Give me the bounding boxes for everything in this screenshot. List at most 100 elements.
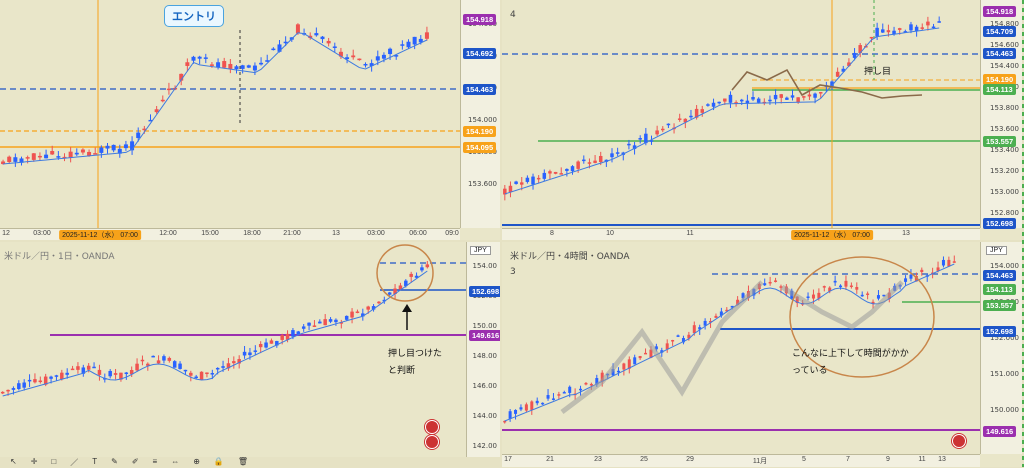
candle-body — [557, 394, 561, 396]
candle-body — [941, 259, 945, 266]
candle-body — [43, 376, 48, 385]
measure-icon[interactable]: ⇔ — [171, 457, 180, 466]
time-tick: 8 — [550, 230, 554, 237]
time-axis-top-right[interactable]: 8 10 11 2025-11-12（水） 07:00 13 — [502, 228, 980, 240]
candle-body — [524, 404, 528, 411]
candle-body — [412, 36, 417, 45]
trash-icon[interactable]: 🗑 — [237, 457, 249, 466]
candle-body — [779, 94, 783, 98]
currency-selector[interactable]: JPY — [986, 246, 1007, 255]
candle-body — [400, 44, 405, 46]
cursor-icon[interactable]: ↖ — [10, 457, 17, 466]
price-tag: 152.698 — [469, 286, 500, 297]
price-tick: 142.00 — [472, 442, 498, 450]
time-axis-bottom-right[interactable]: 17 21 23 25 29 11月 5 7 9 11 13 — [502, 454, 980, 467]
candle-body — [339, 322, 344, 324]
price-tag: 154.113 — [983, 84, 1016, 95]
price-tag: 154.190 — [463, 126, 497, 137]
text-icon[interactable]: T — [92, 457, 98, 466]
candle-body — [31, 153, 36, 160]
candle-body — [87, 151, 92, 156]
price-axis-top-left[interactable]: 154.600154.400154.200154.000153.800153.6… — [460, 0, 500, 228]
candle-body — [587, 162, 592, 164]
candle-body — [160, 99, 165, 102]
price-tag: 154.463 — [463, 84, 497, 95]
candle-body — [280, 335, 284, 340]
pane-title-fragment: 3 — [510, 267, 516, 277]
candle-body — [108, 370, 112, 377]
pen-icon[interactable]: ✐ — [131, 457, 139, 466]
candle-body — [246, 65, 251, 68]
time-tick: 06:00 — [409, 230, 427, 237]
candle-body — [172, 361, 177, 368]
candle-body — [388, 48, 393, 55]
candle-body — [593, 160, 597, 163]
candle-body — [351, 55, 356, 58]
us-flag-icon[interactable] — [425, 420, 439, 434]
currency-selector[interactable]: JPY — [470, 246, 491, 255]
candle-body — [406, 41, 411, 48]
crosshair-icon[interactable]: ✛ — [30, 457, 38, 466]
time-tick: 2025-11-12（水） 07:00 — [59, 230, 141, 240]
candle-body — [633, 357, 637, 365]
candle-body — [869, 36, 874, 39]
price-tick: 154.800 — [990, 20, 1019, 28]
candle-body — [852, 52, 857, 58]
candle-body — [709, 321, 713, 323]
price-axis-top-right[interactable]: 154.800154.600154.400154.200153.800153.6… — [980, 0, 1022, 229]
candle-body — [736, 299, 740, 305]
time-tick: 11 — [918, 456, 926, 463]
candle-body — [97, 369, 102, 375]
candle-body — [519, 407, 523, 410]
candle-body — [13, 157, 18, 162]
candle-body — [162, 356, 166, 361]
chart-pane-bottom-right[interactable]: 米ドル／円・4時間・OANDA 3 こんなに上下して時間がかかっている 154.… — [502, 242, 1022, 467]
candle-body — [849, 285, 853, 288]
candle-body — [185, 62, 190, 66]
line-icon[interactable]: ／ — [70, 458, 79, 467]
price-tag: 154.692 — [463, 48, 497, 59]
price-tick: 154.400 — [990, 62, 1019, 70]
candle-body — [514, 181, 518, 184]
time-tick: 03:00 — [367, 230, 385, 237]
candle-body — [167, 357, 172, 361]
candle-body — [265, 60, 270, 62]
drawing-toolbar: ↖ ✛ □ ／ T ✎ ✐ ≡ ⇔ ⊕ 🔒 🗑 — [0, 457, 470, 467]
lock-icon[interactable]: 🔒 — [213, 457, 224, 466]
price-axis-bottom-left[interactable]: 154.00152.00150.00148.00146.00144.00142.… — [466, 242, 500, 457]
candle-body — [730, 305, 734, 308]
arrow-head — [402, 304, 412, 312]
candle-body — [692, 325, 696, 333]
price-axis-bottom-right[interactable]: 154.000153.000152.000151.000150.000154.4… — [980, 242, 1022, 454]
candle-body — [1, 161, 6, 165]
time-axis-top-left[interactable]: 12 03:00 2025-11-12（水） 07:00 12:00 15:00 18:0… — [0, 228, 460, 240]
candle-body — [414, 275, 419, 278]
candle-body — [847, 62, 851, 66]
candle-body — [210, 373, 215, 375]
fib-icon[interactable]: ≡ — [152, 457, 158, 466]
candle-body — [568, 386, 572, 393]
candle-body — [503, 188, 507, 195]
chart-pane-bottom-left[interactable]: 米ドル／円・1日・OANDA 押し目つけたと判断 154.00152.00150… — [0, 242, 500, 457]
brush-icon[interactable]: ✎ — [111, 457, 118, 466]
candle-body — [387, 292, 392, 295]
candle-body — [687, 334, 691, 339]
zoom-icon[interactable]: ⊕ — [193, 457, 200, 466]
chart-pane-top-right[interactable]: 4 押し目 154.800154.600154.400154.200153.80… — [502, 0, 1022, 240]
candle-body — [355, 311, 360, 314]
candle-body — [70, 368, 75, 371]
us-flag-icon[interactable] — [952, 434, 966, 448]
price-tick: 153.600 — [990, 125, 1019, 133]
candle-body — [700, 109, 705, 113]
candle-body — [146, 363, 150, 366]
us-flag-icon[interactable] — [425, 435, 439, 449]
chart-pane-top-left[interactable]: エントリ 154.600154.400154.200154.000153.800… — [0, 0, 500, 240]
candle-body — [546, 395, 550, 399]
time-tick: 29 — [686, 456, 694, 463]
candle-body — [111, 144, 116, 151]
price-tick: 148.00 — [472, 352, 498, 360]
candle-body — [615, 152, 620, 154]
highlight-circle — [376, 244, 434, 302]
square-icon[interactable]: □ — [51, 457, 57, 466]
candle-body — [576, 161, 580, 169]
